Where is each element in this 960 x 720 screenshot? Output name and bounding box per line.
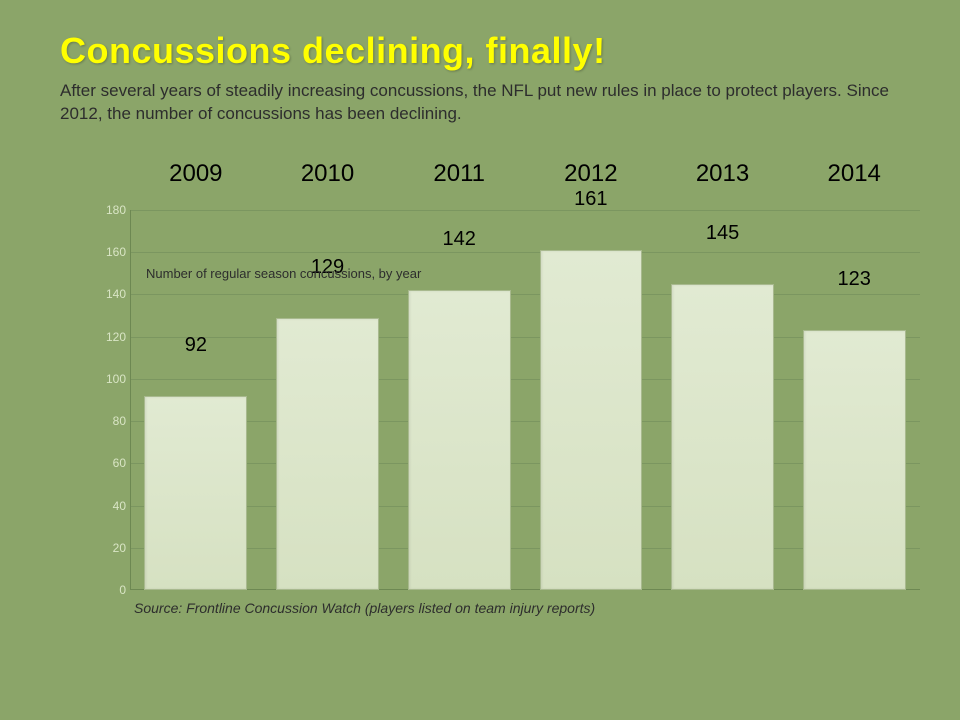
page-subtitle: After several years of steadily increasi… [60, 80, 910, 126]
bar-value-label: 161 [574, 188, 607, 219]
bar-column: 142 [393, 290, 525, 590]
category-axis: 200920102011201220132014 [130, 160, 920, 200]
y-tick-label: 40 [113, 499, 126, 513]
bar-column: 161 [525, 250, 657, 590]
y-tick-label: 100 [106, 372, 126, 386]
y-tick-label: 20 [113, 541, 126, 555]
bar [408, 290, 511, 590]
y-axis: 020406080100120140160180 [100, 210, 130, 590]
bar-value-label: 142 [442, 228, 475, 259]
bar-column: 129 [262, 318, 394, 590]
year-label: 2014 [788, 160, 920, 200]
source-note: Source: Frontline Concussion Watch (play… [134, 600, 595, 616]
y-tick-label: 180 [106, 203, 126, 217]
year-label: 2011 [393, 160, 525, 200]
bar [540, 250, 643, 590]
year-label: 2009 [130, 160, 262, 200]
plot-area: 020406080100120140160180 921291421611451… [100, 210, 920, 590]
y-tick-label: 60 [113, 456, 126, 470]
year-label: 2013 [657, 160, 789, 200]
bar [276, 318, 379, 590]
chart-inner-label: Number of regular season concussions, by… [146, 266, 421, 281]
y-tick-label: 120 [106, 330, 126, 344]
bar-chart: 200920102011201220132014 0 20 40 60 80 100 120… [60, 160, 920, 630]
y-tick-label: 160 [106, 245, 126, 259]
bar-column: 92 [130, 396, 262, 590]
y-tick-label: 80 [113, 414, 126, 428]
page-title: Concussions declining, finally! [60, 30, 606, 72]
y-tick-label: 140 [106, 287, 126, 301]
bar-column: 123 [788, 330, 920, 590]
bar-column: 145 [657, 284, 789, 590]
bar [144, 396, 247, 590]
bar-value-label: 123 [838, 268, 871, 299]
year-label: 2010 [262, 160, 394, 200]
bar-value-label: 92 [185, 334, 207, 365]
bar [803, 330, 906, 590]
bar-value-label: 145 [706, 222, 739, 253]
bar [671, 284, 774, 590]
y-tick-label: 0 [119, 583, 126, 597]
